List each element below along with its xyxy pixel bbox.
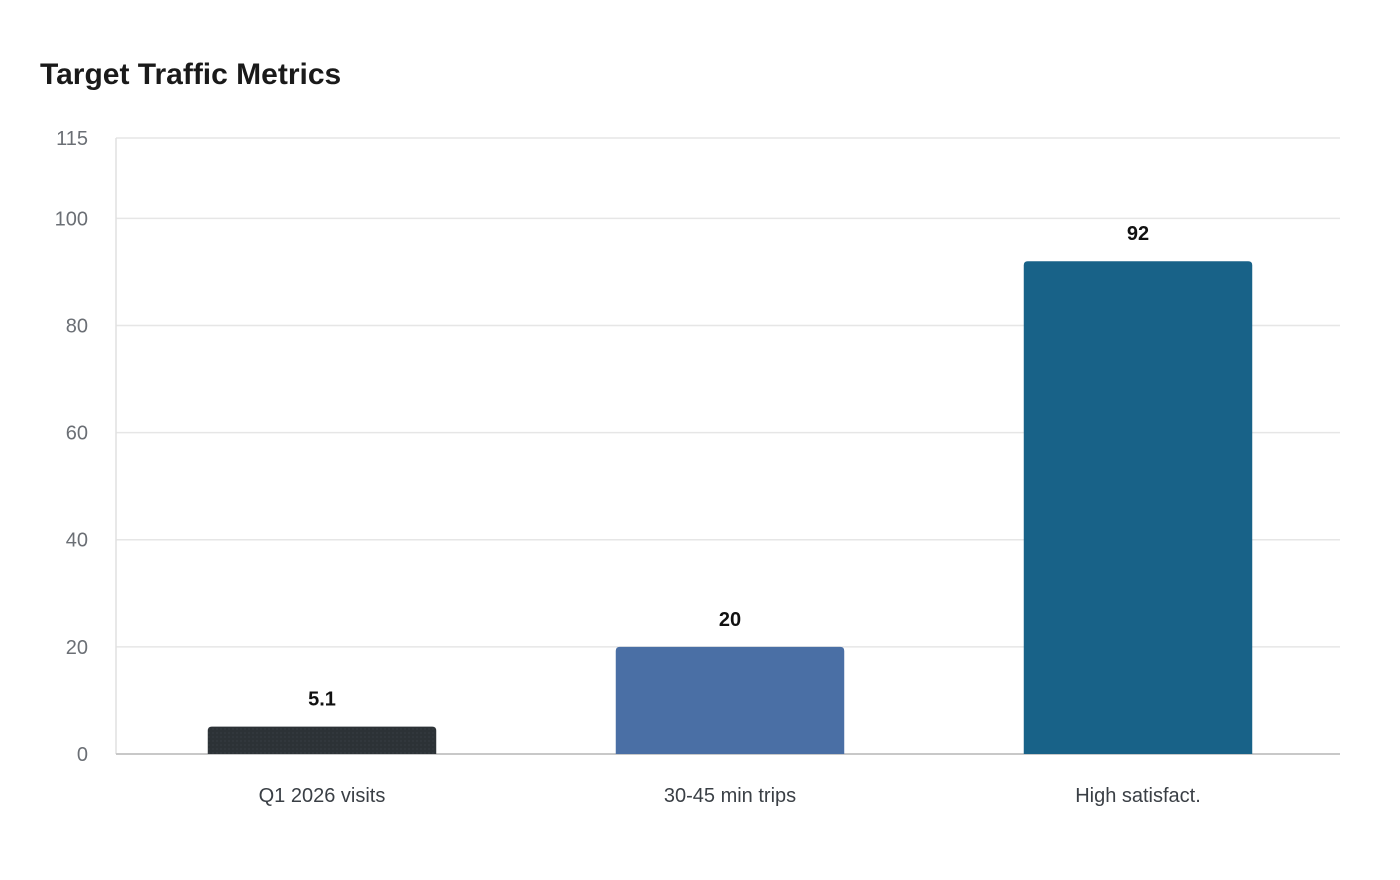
bar-value-label: 5.1 [308, 689, 336, 711]
y-tick-label: 100 [55, 208, 88, 230]
chart-title: Target Traffic Metrics [40, 58, 342, 91]
x-category-label: Q1 2026 visits [259, 785, 386, 807]
x-category-label: High satisfact. [1075, 785, 1201, 807]
y-tick-label: 115 [56, 128, 88, 150]
gridlines [116, 137, 1340, 648]
y-tick-label: 0 [77, 744, 88, 766]
bars [207, 261, 1253, 754]
x-category-label: 30-45 min trips [664, 785, 796, 807]
bar [615, 646, 845, 754]
y-tick-label: 60 [66, 423, 88, 445]
bar-value-label: 92 [1127, 223, 1149, 245]
y-tick-label: 20 [66, 637, 88, 659]
bar [207, 726, 437, 754]
y-tick-label: 80 [66, 315, 88, 337]
labels: 0 20 40 60 80 100 115 5.1 Q1 2026 visits 20 30-45 … [55, 128, 1201, 807]
bar-value-label: 20 [719, 609, 741, 631]
y-tick-label: 40 [66, 530, 88, 552]
bar [1023, 261, 1253, 754]
